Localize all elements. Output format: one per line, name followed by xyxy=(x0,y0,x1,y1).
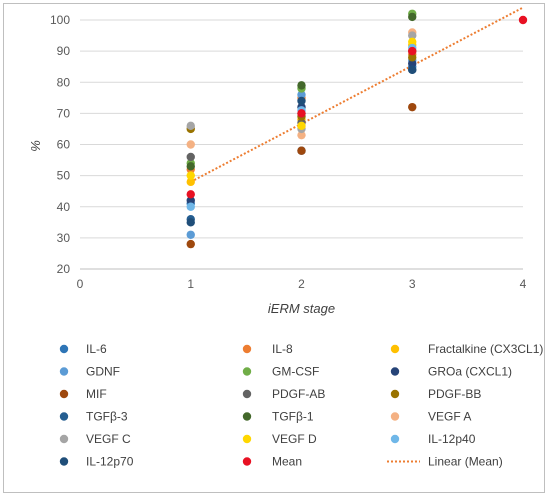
y-tick-label-50: 50 xyxy=(57,169,71,183)
point-vegf-c-x1 xyxy=(186,121,195,131)
legend-label-mif: MIF xyxy=(86,387,107,401)
legend-marker-mif xyxy=(59,389,69,399)
point-mean-x4 xyxy=(518,15,528,25)
y-tick-label-40: 40 xyxy=(57,200,71,214)
chart-frame xyxy=(3,3,545,493)
point-vegf-d-x1 xyxy=(186,171,195,180)
legend-label-linear-mean: Linear (Mean) xyxy=(428,455,503,469)
x-axis-title: iERM stage xyxy=(268,301,335,316)
point-mif-x1 xyxy=(186,239,195,249)
legend-marker-il-12p40 xyxy=(390,434,400,444)
axes: 20 30 40 50 60 70 80 90 100 0 1 2 3 4 xyxy=(50,13,527,291)
legend-label-fractalkine-cx3cl1: Fractalkine (CX3CL1) xyxy=(428,342,543,356)
point-tgf-1-x2 xyxy=(297,81,306,90)
legend-label-mean: Mean xyxy=(272,455,302,469)
legend-label-pdgf-ab: PDGF-AB xyxy=(272,387,325,401)
point-gdnf-x2 xyxy=(297,90,306,99)
y-tick-label-60: 60 xyxy=(57,138,71,152)
point-il-12p70-x1 xyxy=(186,218,195,227)
y-tick-label-100: 100 xyxy=(50,13,70,27)
legend-label-groa-cxcl1: GROa (CXCL1) xyxy=(428,365,512,379)
legend-marker-il-12p70 xyxy=(59,457,69,466)
legend-marker-tgf-1 xyxy=(242,412,252,421)
point-tgf-1-x3 xyxy=(408,12,417,22)
point-vegf-d-x2 xyxy=(297,121,306,131)
point-il-12p70-x2 xyxy=(297,96,306,106)
legend-marker-pdgf-bb xyxy=(390,389,400,399)
legend: IL-6 IL-8 Fractalkine (CX3CL1) GDNF GM-CSF GR… xyxy=(59,342,543,469)
point-pdgf-bb-x3 xyxy=(408,53,417,62)
y-tick-label-30: 30 xyxy=(57,231,71,245)
legend-marker-groa-cxcl1 xyxy=(390,367,400,376)
legend-label-tgf-3: TGFβ-3 xyxy=(86,410,128,424)
legend-label-vegf-a: VEGF A xyxy=(428,410,471,424)
point-groa-cxcl1-x1 xyxy=(186,196,195,205)
point-vegf-c-x3 xyxy=(408,31,417,40)
legend-label-il-12p40: IL-12p40 xyxy=(428,432,476,446)
legend-label-tgf-1: TGFβ-1 xyxy=(272,410,314,424)
legend-marker-pdgf-ab xyxy=(242,389,252,399)
point-il-12p70-x3 xyxy=(408,65,417,75)
legend-label-gm-csf: GM-CSF xyxy=(272,365,319,379)
x-tick-label-2: 2 xyxy=(298,277,305,291)
point-pdgf-ab-x1 xyxy=(186,152,195,162)
point-mean-x1 xyxy=(186,190,195,199)
point-mif-x2 xyxy=(297,146,306,155)
legend-marker-tgf-3 xyxy=(59,412,69,421)
point-tgf-1-x1 xyxy=(186,162,195,171)
legend-label-il-12p70: IL-12p70 xyxy=(86,455,134,469)
trendline-mean xyxy=(190,6,524,183)
point-il-12p40-x1 xyxy=(186,202,195,211)
point-mean-x3 xyxy=(408,46,417,56)
point-vegf-d-x3 xyxy=(408,37,417,46)
point-mif-x3 xyxy=(408,102,417,112)
point-groa-cxcl1-x3 xyxy=(408,59,417,68)
legend-marker-vegf-a xyxy=(390,412,400,421)
legend-label-il-6: IL-6 xyxy=(86,342,107,356)
point-fractalkine-cx3cl1-x1 xyxy=(186,177,195,187)
legend-label-gdnf: GDNF xyxy=(86,365,120,379)
y-tick-label-80: 80 xyxy=(57,75,71,89)
legend-label-pdgf-bb: PDGF-BB xyxy=(428,387,481,401)
legend-marker-gdnf xyxy=(59,367,69,376)
legend-marker-il-6 xyxy=(59,344,69,354)
trendline xyxy=(190,6,524,183)
legend-label-il-8: IL-8 xyxy=(272,342,293,356)
data-points xyxy=(186,9,528,249)
legend-label-vegf-c: VEGF C xyxy=(86,432,131,446)
legend-marker-vegf-c xyxy=(59,434,69,444)
y-tick-label-70: 70 xyxy=(57,106,71,120)
y-tick-label-90: 90 xyxy=(57,44,71,58)
y-axis-title: % xyxy=(28,140,43,152)
x-tick-label-4: 4 xyxy=(520,277,527,291)
legend-label-vegf-d: VEGF D xyxy=(272,432,317,446)
x-tick-label-0: 0 xyxy=(77,277,84,291)
point-vegf-a-x2 xyxy=(297,130,306,140)
point-gdnf-x1 xyxy=(186,230,195,239)
legend-marker-vegf-d xyxy=(242,434,252,444)
legend-marker-gm-csf xyxy=(242,367,252,376)
y-tick-label-20: 20 xyxy=(57,262,71,276)
point-vegf-a-x1 xyxy=(186,140,195,149)
legend-marker-il-8 xyxy=(242,344,252,354)
legend-marker-mean xyxy=(242,457,252,466)
point-mean-x2 xyxy=(297,109,306,118)
x-tick-label-1: 1 xyxy=(187,277,194,291)
legend-marker-fractalkine-cx3cl1 xyxy=(390,344,400,354)
x-tick-label-3: 3 xyxy=(409,277,416,291)
